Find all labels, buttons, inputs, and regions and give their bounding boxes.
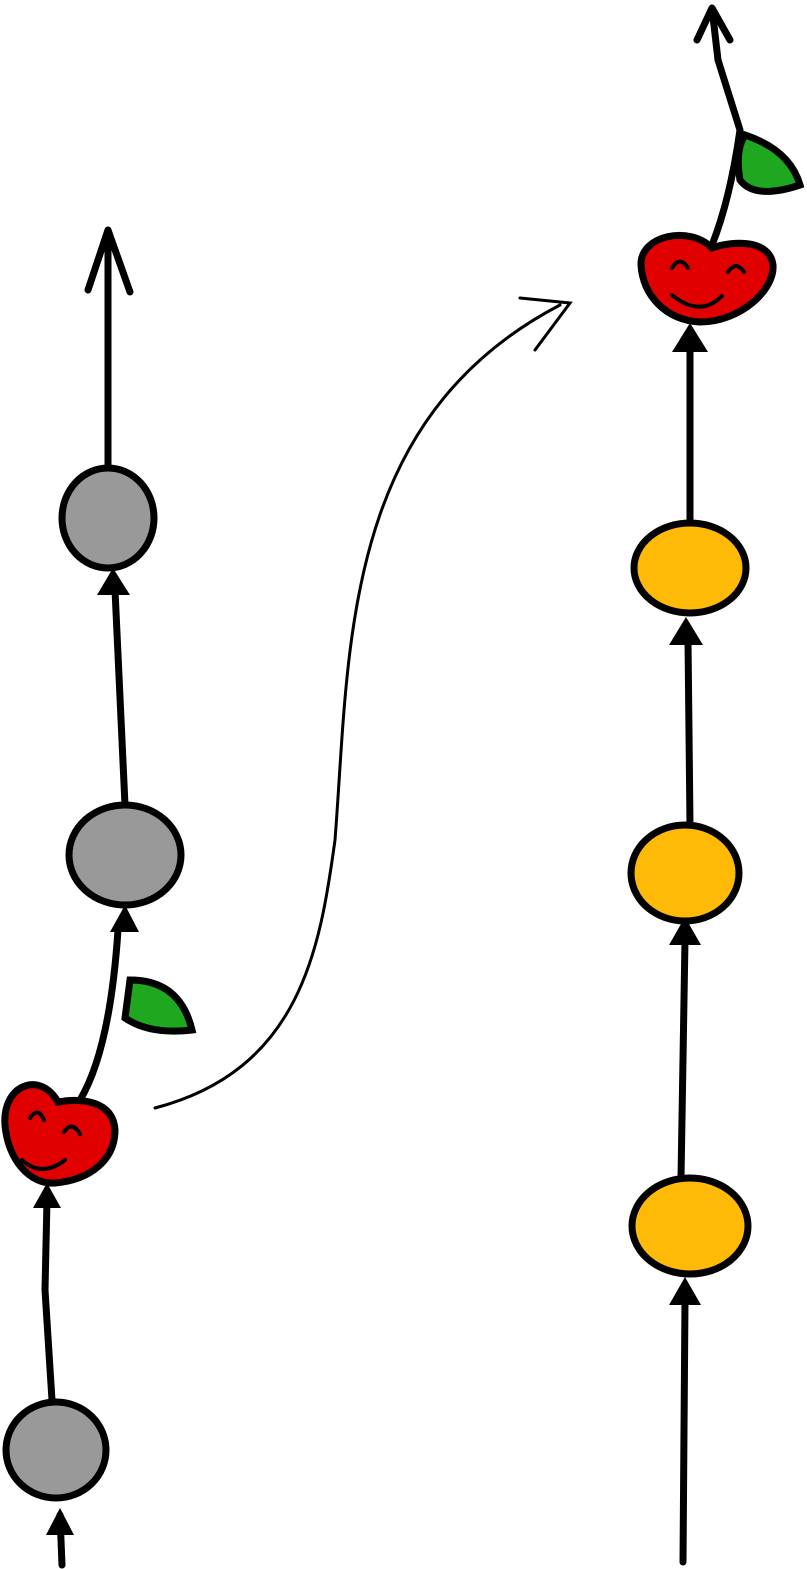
arrowhead [669, 617, 703, 645]
arrowhead [669, 1277, 701, 1305]
commit [627, 821, 743, 925]
cherry-face [20, 1110, 82, 1171]
arrowhead [669, 917, 701, 945]
leaf [734, 130, 805, 195]
edge-arrow [693, 4, 744, 249]
right-chain [627, 4, 805, 1566]
edge-arrow [84, 226, 134, 472]
arrowhead [46, 1508, 74, 1535]
cherry-commit [637, 231, 777, 326]
arrowhead [33, 1183, 61, 1208]
commit [628, 1174, 752, 1278]
commit [2, 1398, 110, 1502]
left-chain [1, 226, 197, 1569]
edge [679, 1296, 689, 1566]
edge [76, 926, 122, 1104]
arrowhead [97, 568, 130, 595]
pick-arrow [153, 296, 573, 1110]
cherry-face [670, 259, 746, 309]
commit [630, 519, 750, 617]
arrowhead [672, 323, 708, 352]
arrowhead [110, 905, 139, 932]
edge [41, 1196, 56, 1404]
commit [65, 801, 185, 909]
commit [58, 464, 158, 572]
edge [677, 936, 689, 1182]
edge [684, 636, 694, 829]
edge [111, 586, 129, 809]
cherry-commit [1, 1081, 119, 1187]
leaf [121, 976, 197, 1035]
